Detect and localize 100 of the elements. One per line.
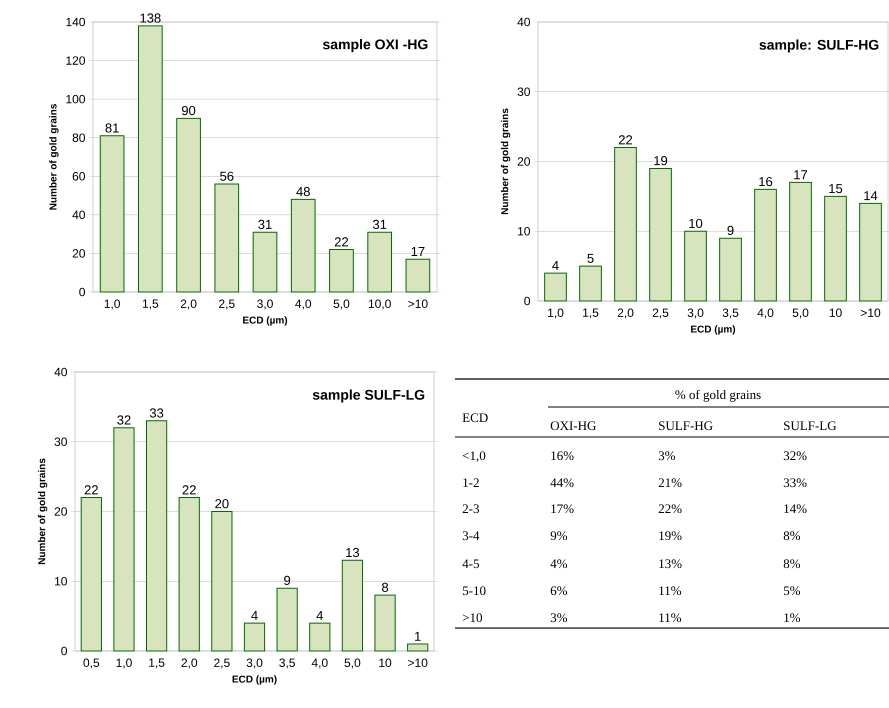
text: 32% [784,451,807,460]
text: 11% [659,613,682,622]
y-tick-label: 60 [72,172,86,181]
x-tick-label: >10 [860,308,880,318]
bar [329,249,354,292]
y-tick-label: 30 [518,87,530,96]
bar [244,622,266,652]
data-label: 1 [415,632,421,641]
x-tick-label: 4,0 [312,658,328,668]
data-label: 13 [346,548,360,558]
bar [214,183,240,292]
category-label: OXI-HG [550,421,596,430]
text: 8% [784,559,800,568]
category-label: 3-4 [462,531,480,540]
bar [407,644,428,652]
y-tick-label: 10 [518,226,530,236]
text: 1% [784,613,800,622]
y-tick-label: 20 [54,507,68,516]
bar [252,232,278,292]
text: 4% [550,559,568,568]
category-label: SULF-HG [659,421,713,430]
category-label: 2-3 [462,504,480,514]
x-tick-label: 10 [379,658,392,668]
data-label: 22 [618,135,632,144]
x-tick-label: 10,0 [368,300,391,310]
data-label: 9 [728,226,734,236]
y-tick-label: 20 [518,157,530,166]
data-label: 48 [296,187,310,196]
data-label: 5 [587,254,594,263]
data-label: 138 [140,13,161,23]
data-label: 17 [412,247,424,256]
bar [146,420,168,652]
bar [113,427,135,652]
text: sample OXI -HG [322,39,428,52]
data-label: 33 [150,408,164,418]
text: sample: SULF-HG [759,39,878,53]
y-tick-label: 30 [54,437,68,446]
x-tick-label: 3,5 [279,658,295,668]
y-tick-label: 40 [517,18,530,26]
bar [374,594,396,652]
data-label: 9 [284,576,290,586]
bar [290,198,316,292]
bar [276,588,298,652]
data-label: 4 [552,260,559,270]
data-label: 4 [316,610,324,620]
bar [138,25,163,292]
data-label: 22 [334,237,348,246]
x-tick-label: 1,5 [583,308,598,318]
x-axis-title: ECD (µm) [243,316,288,326]
data-label: 90 [182,106,196,116]
y-tick-label: 10 [55,576,68,586]
bar [789,182,812,302]
text: ECD [462,413,488,422]
x-tick-label: 2,5 [652,308,668,318]
x-tick-label: 5,0 [792,308,808,318]
x-tick-label: 2,0 [181,658,198,668]
category-label: 4-5 [462,559,480,568]
bar [579,266,602,302]
data-label: 15 [829,184,842,194]
data-label: 31 [372,220,386,229]
y-tick-label: 140 [66,18,86,26]
x-tick-label: 1,0 [548,308,564,318]
y-axis-title: Number of gold grains [38,458,48,564]
bar [544,272,567,302]
bar [211,510,232,652]
data-label: 8 [382,582,388,592]
y-tick-label: 40 [72,210,86,220]
text: 17% [551,504,574,514]
category-label: 5-10 [462,586,486,596]
x-tick-label: 2,5 [219,300,235,310]
x-tick-label: 1,0 [116,658,132,668]
x-tick-label: 2,0 [180,300,196,310]
x-tick-label: 1,5 [142,300,158,310]
text: 3% [550,613,568,622]
bar [367,232,392,292]
text: 22% [658,504,682,514]
bar [649,168,672,302]
text: 3% [658,451,676,460]
text: 44% [550,478,574,488]
text: sample SULF-LG [312,389,424,403]
data-label: 4 [251,610,258,620]
data-label: 32 [117,415,131,425]
x-tick-label: 5,0 [334,300,350,310]
y-tick-label: 0 [61,646,68,656]
category-label: <1,0 [462,451,486,462]
text: 21% [658,478,682,488]
text: 33% [784,478,807,488]
bar [719,238,742,302]
bar [176,118,201,292]
data-label: 14 [864,191,878,200]
x-tick-label: 4,0 [295,300,312,310]
y-tick-label: 0 [79,288,86,296]
x-tick-label: 3,0 [688,308,704,318]
text: 6% [550,586,568,596]
y-axis-title: Number of gold grains [500,108,510,214]
x-tick-label: >10 [408,658,428,668]
data-label: 22 [84,485,98,494]
bar [614,147,637,302]
data-label: 19 [654,156,668,166]
x-tick-label: 3,0 [246,658,262,668]
